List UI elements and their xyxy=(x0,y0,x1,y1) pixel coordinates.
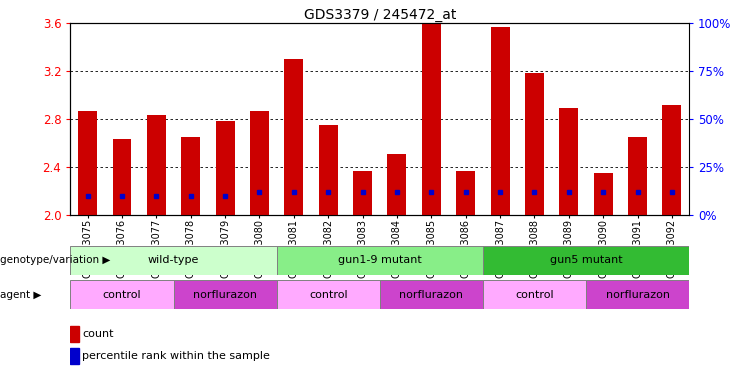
Text: norflurazon: norflurazon xyxy=(193,290,257,300)
Text: count: count xyxy=(82,329,114,339)
Bar xyxy=(250,111,269,215)
Bar xyxy=(594,173,613,215)
Bar xyxy=(70,326,79,342)
Text: gun5 mutant: gun5 mutant xyxy=(550,255,622,265)
Bar xyxy=(173,280,276,309)
Bar xyxy=(628,137,647,215)
Bar xyxy=(525,73,544,215)
Text: gun1-9 mutant: gun1-9 mutant xyxy=(338,255,422,265)
Bar xyxy=(483,246,689,275)
Bar xyxy=(70,246,276,275)
Bar xyxy=(147,116,166,215)
Text: norflurazon: norflurazon xyxy=(605,290,670,300)
Bar xyxy=(285,59,303,215)
Bar xyxy=(78,111,97,215)
Bar xyxy=(483,280,586,309)
Text: control: control xyxy=(309,290,348,300)
Bar xyxy=(70,280,173,309)
Bar xyxy=(216,121,235,215)
Bar xyxy=(388,154,406,215)
Bar xyxy=(586,280,689,309)
Bar xyxy=(559,108,578,215)
Title: GDS3379 / 245472_at: GDS3379 / 245472_at xyxy=(304,8,456,22)
Bar xyxy=(70,348,79,364)
Bar xyxy=(380,280,483,309)
Bar xyxy=(319,125,338,215)
Text: genotype/variation ▶: genotype/variation ▶ xyxy=(0,255,110,265)
Bar xyxy=(276,280,379,309)
Text: percentile rank within the sample: percentile rank within the sample xyxy=(82,351,270,361)
Bar xyxy=(456,170,475,215)
Bar xyxy=(422,23,441,215)
Text: control: control xyxy=(103,290,142,300)
Text: control: control xyxy=(515,290,554,300)
Text: norflurazon: norflurazon xyxy=(399,290,463,300)
Bar xyxy=(353,170,372,215)
Bar xyxy=(491,26,510,215)
Text: wild-type: wild-type xyxy=(148,255,199,265)
Bar xyxy=(182,137,200,215)
Text: agent ▶: agent ▶ xyxy=(0,290,41,300)
Bar xyxy=(276,246,483,275)
Bar xyxy=(662,104,682,215)
Bar xyxy=(113,139,131,215)
